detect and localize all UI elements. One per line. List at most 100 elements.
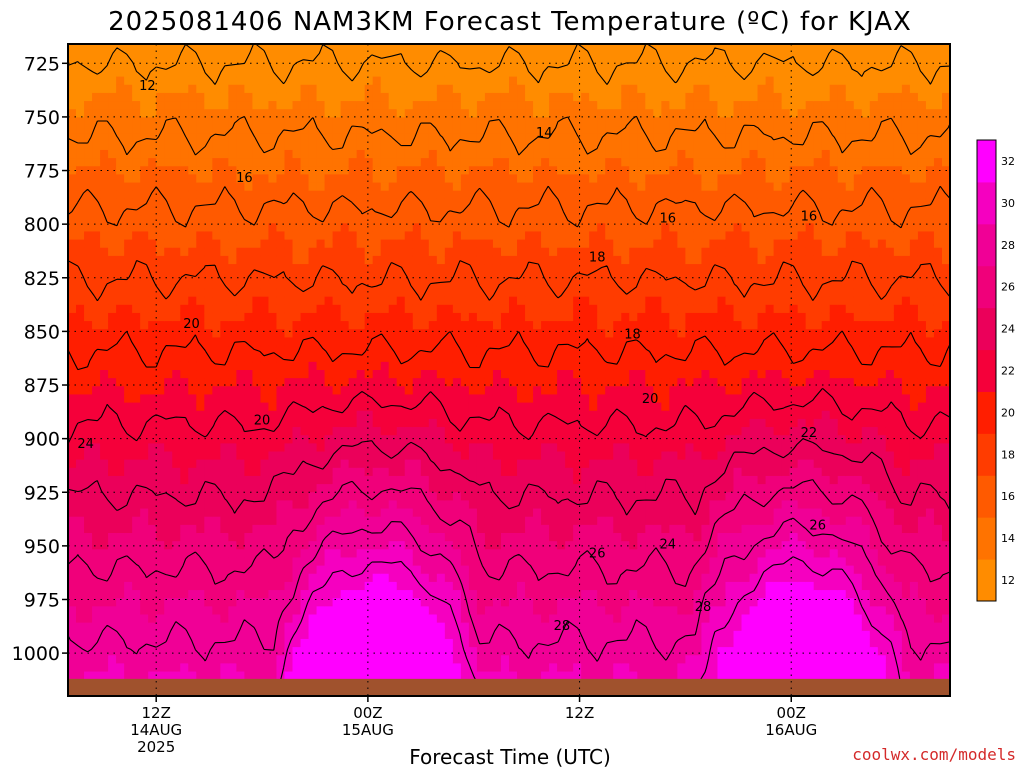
temperature-cell bbox=[388, 410, 398, 420]
temperature-cell bbox=[180, 84, 189, 94]
temperature-cell bbox=[444, 533, 454, 542]
temperature-cell bbox=[68, 475, 77, 485]
temperature-cell bbox=[196, 524, 205, 534]
temperature-cell bbox=[180, 223, 189, 233]
temperature-cell bbox=[324, 109, 334, 118]
temperature-cell bbox=[228, 443, 237, 453]
temperature-cell bbox=[452, 402, 462, 412]
temperature-cell bbox=[500, 524, 510, 534]
temperature-cell bbox=[308, 190, 318, 200]
temperature-cell bbox=[316, 655, 326, 664]
temperature-cell bbox=[92, 141, 101, 151]
temperature-cell bbox=[284, 557, 294, 567]
temperature-cell bbox=[396, 622, 406, 632]
temperature-cell bbox=[428, 92, 438, 102]
temperature-cell bbox=[380, 638, 390, 648]
temperature-cell bbox=[372, 68, 382, 78]
temperature-cell bbox=[420, 190, 430, 200]
temperature-cell bbox=[372, 158, 382, 167]
temperature-cell bbox=[228, 117, 237, 127]
temperature-cell bbox=[108, 190, 117, 200]
temperature-cell bbox=[500, 581, 510, 591]
temperature-cell bbox=[196, 280, 205, 290]
temperature-cell bbox=[196, 671, 205, 681]
temperature-cell bbox=[420, 581, 430, 591]
temperature-cell bbox=[132, 516, 141, 526]
temperature-cell bbox=[212, 671, 221, 681]
temperature-cell bbox=[388, 435, 398, 444]
temperature-cell bbox=[549, 630, 558, 640]
temperature-cell bbox=[444, 671, 454, 681]
temperature-cell bbox=[565, 125, 574, 135]
temperature-cell bbox=[124, 280, 133, 290]
temperature-cell bbox=[348, 533, 358, 542]
temperature-cell bbox=[92, 516, 101, 526]
temperature-cell bbox=[260, 370, 270, 379]
temperature-cell bbox=[364, 378, 374, 387]
temperature-cell bbox=[517, 427, 526, 436]
temperature-cell bbox=[308, 541, 318, 550]
temperature-cell bbox=[525, 557, 534, 567]
temperature-cell bbox=[533, 614, 542, 624]
temperature-cell bbox=[476, 296, 486, 306]
temperature-cell bbox=[100, 125, 109, 135]
temperature-cell bbox=[172, 182, 181, 192]
temperature-cell bbox=[228, 557, 237, 567]
temperature-cell bbox=[316, 255, 326, 265]
temperature-cell bbox=[525, 353, 534, 363]
temperature-cell bbox=[557, 207, 566, 216]
temperature-cell bbox=[132, 598, 141, 607]
temperature-cell bbox=[557, 109, 566, 118]
temperature-cell bbox=[468, 655, 478, 664]
temperature-cell bbox=[364, 288, 374, 298]
temperature-cell bbox=[180, 435, 189, 444]
temperature-cell bbox=[364, 565, 374, 575]
temperature-cell bbox=[356, 647, 366, 656]
temperature-cell bbox=[324, 443, 334, 453]
temperature-cell bbox=[260, 394, 270, 404]
temperature-cell bbox=[100, 182, 109, 192]
temperature-cell bbox=[517, 467, 526, 477]
temperature-cell bbox=[300, 573, 310, 583]
temperature-cell bbox=[412, 630, 422, 640]
temperature-cell bbox=[76, 606, 85, 616]
temperature-cell bbox=[372, 492, 382, 501]
temperature-cell bbox=[549, 565, 558, 575]
temperature-cell bbox=[492, 239, 502, 249]
temperature-cell bbox=[268, 533, 278, 542]
temperature-cell bbox=[444, 655, 454, 664]
temperature-cell bbox=[541, 484, 550, 493]
temperature-cell bbox=[68, 329, 77, 338]
temperature-cell bbox=[348, 581, 358, 591]
temperature-cell bbox=[332, 459, 342, 469]
temperature-cell bbox=[509, 508, 518, 518]
temperature-cell bbox=[260, 231, 270, 241]
temperature-cell bbox=[84, 190, 93, 200]
temperature-cell bbox=[492, 133, 502, 143]
temperature-cell bbox=[340, 524, 350, 534]
temperature-cell bbox=[140, 166, 149, 175]
temperature-cell bbox=[228, 435, 237, 444]
temperature-cell bbox=[132, 149, 141, 159]
temperature-cell bbox=[276, 418, 286, 428]
temperature-cell bbox=[509, 516, 518, 526]
temperature-cell bbox=[517, 361, 526, 371]
temperature-cell bbox=[132, 223, 141, 233]
temperature-cell bbox=[324, 622, 334, 632]
temperature-cell bbox=[92, 378, 101, 387]
temperature-cell bbox=[388, 549, 398, 559]
temperature-cell bbox=[268, 378, 278, 387]
temperature-cell bbox=[436, 557, 446, 567]
temperature-cell bbox=[332, 288, 342, 298]
temperature-cell bbox=[164, 158, 173, 167]
temperature-cell bbox=[533, 312, 542, 322]
temperature-cell bbox=[444, 60, 454, 70]
temperature-cell bbox=[380, 125, 390, 135]
temperature-cell bbox=[124, 475, 133, 485]
temperature-cell bbox=[284, 565, 294, 575]
temperature-cell bbox=[420, 149, 430, 159]
temperature-cell bbox=[356, 418, 366, 428]
temperature-cell bbox=[228, 614, 237, 624]
temperature-cell bbox=[204, 337, 213, 347]
temperature-cell bbox=[244, 296, 254, 306]
